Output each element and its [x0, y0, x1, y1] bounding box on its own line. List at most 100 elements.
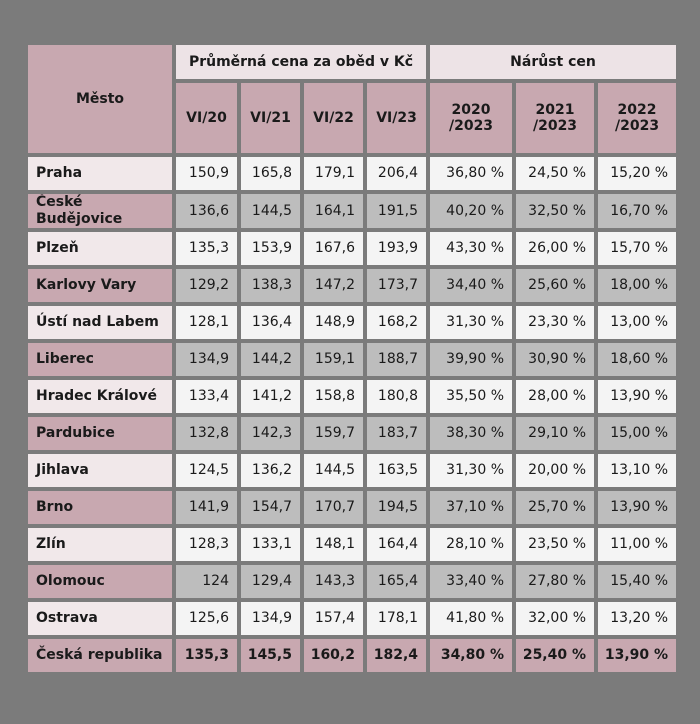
value-cell: 134,9	[241, 602, 300, 635]
value-cell: 25,40 %	[516, 639, 595, 672]
city-cell: Brno	[28, 491, 172, 524]
value-cell: 138,3	[241, 269, 300, 302]
value-cell: 32,00 %	[516, 602, 595, 635]
value-cell: 26,00 %	[516, 232, 595, 265]
value-cell: 178,1	[367, 602, 427, 635]
value-cell: 150,9	[176, 157, 237, 190]
value-cell: 179,1	[304, 157, 363, 190]
value-cell: 142,3	[241, 417, 300, 450]
value-cell: 13,90 %	[598, 639, 677, 672]
price-group-header: Průměrná cena za oběd v Kč	[176, 45, 427, 79]
value-cell: 159,7	[304, 417, 363, 450]
value-cell: 38,30 %	[430, 417, 513, 450]
city-cell: Karlovy Vary	[28, 269, 172, 302]
value-cell: 24,50 %	[516, 157, 595, 190]
value-cell: 35,50 %	[430, 380, 513, 413]
value-cell: 180,8	[367, 380, 427, 413]
value-cell: 164,4	[367, 528, 427, 561]
value-cell: 191,5	[367, 194, 427, 228]
value-cell: 148,1	[304, 528, 363, 561]
table-row: Ústí nad Labem 128,1 136,4 148,9 168,2 31,30 …	[28, 306, 677, 339]
value-cell: 39,90 %	[430, 343, 513, 376]
table-row: Praha 150,9 165,8 179,1 206,4 36,80 % 24,50 % 1…	[28, 157, 677, 190]
value-cell: 13,00 %	[598, 306, 677, 339]
value-cell: 136,6	[176, 194, 237, 228]
city-cell: České Budějovice	[28, 194, 172, 228]
column-header: 2022 /2023	[598, 83, 677, 153]
value-cell: 128,3	[176, 528, 237, 561]
value-cell: 13,10 %	[598, 454, 677, 487]
value-cell: 20,00 %	[516, 454, 595, 487]
city-cell: Ústí nad Labem	[28, 306, 172, 339]
city-cell: Olomouc	[28, 565, 172, 598]
value-cell: 148,9	[304, 306, 363, 339]
column-header: VI/22	[304, 83, 363, 153]
value-cell: 11,00 %	[598, 528, 677, 561]
city-cell: Plzeň	[28, 232, 172, 265]
table-row: Karlovy Vary 129,2 138,3 147,2 173,7 34,40 % 2…	[28, 269, 677, 302]
value-cell: 13,20 %	[598, 602, 677, 635]
value-cell: 29,10 %	[516, 417, 595, 450]
city-cell: Pardubice	[28, 417, 172, 450]
value-cell: 153,9	[241, 232, 300, 265]
table-row: Zlín 128,3 133,1 148,1 164,4 28,10 % 23,50 % 11…	[28, 528, 677, 561]
value-cell: 165,4	[367, 565, 427, 598]
value-cell: 141,2	[241, 380, 300, 413]
table-row: Jihlava 124,5 136,2 144,5 163,5 31,30 % 20,00 …	[28, 454, 677, 487]
column-header: VI/23	[367, 83, 427, 153]
value-cell: 193,9	[367, 232, 427, 265]
value-cell: 129,4	[241, 565, 300, 598]
value-cell: 25,70 %	[516, 491, 595, 524]
value-cell: 28,00 %	[516, 380, 595, 413]
value-cell: 164,1	[304, 194, 363, 228]
value-cell: 173,7	[367, 269, 427, 302]
value-cell: 23,50 %	[516, 528, 595, 561]
value-cell: 188,7	[367, 343, 427, 376]
table-row: Ostrava 125,6 134,9 157,4 178,1 41,80 % 32,00 …	[28, 602, 677, 635]
value-cell: 143,3	[304, 565, 363, 598]
value-cell: 36,80 %	[430, 157, 513, 190]
table-row: Česká republika 135,3 145,5 160,2 182,4 34,80…	[28, 639, 677, 672]
table-row: Brno 141,9 154,7 170,7 194,5 37,10 % 25,70 % 13…	[28, 491, 677, 524]
value-cell: 168,2	[367, 306, 427, 339]
value-cell: 27,80 %	[516, 565, 595, 598]
value-cell: 34,80 %	[430, 639, 513, 672]
value-cell: 129,2	[176, 269, 237, 302]
price-table: Město Průměrná cena za oběd v Kč Nárůst …	[24, 41, 680, 676]
city-cell: Ostrava	[28, 602, 172, 635]
value-cell: 157,4	[304, 602, 363, 635]
value-cell: 132,8	[176, 417, 237, 450]
column-header: VI/20	[176, 83, 237, 153]
value-cell: 30,90 %	[516, 343, 595, 376]
value-cell: 37,10 %	[430, 491, 513, 524]
city-cell: Zlín	[28, 528, 172, 561]
value-cell: 25,60 %	[516, 269, 595, 302]
value-cell: 40,20 %	[430, 194, 513, 228]
table-row: České Budějovice 136,6 144,5 164,1 191,5 40,2…	[28, 194, 677, 228]
growth-group-header: Nárůst cen	[430, 45, 677, 79]
value-cell: 147,2	[304, 269, 363, 302]
value-cell: 16,70 %	[598, 194, 677, 228]
value-cell: 13,90 %	[598, 380, 677, 413]
value-cell: 158,8	[304, 380, 363, 413]
value-cell: 167,6	[304, 232, 363, 265]
value-cell: 13,90 %	[598, 491, 677, 524]
city-cell: Jihlava	[28, 454, 172, 487]
table-row: Hradec Králové 133,4 141,2 158,8 180,8 35,50 …	[28, 380, 677, 413]
value-cell: 182,4	[367, 639, 427, 672]
value-cell: 28,10 %	[430, 528, 513, 561]
value-cell: 15,20 %	[598, 157, 677, 190]
value-cell: 183,7	[367, 417, 427, 450]
value-cell: 41,80 %	[430, 602, 513, 635]
value-cell: 124,5	[176, 454, 237, 487]
value-cell: 206,4	[367, 157, 427, 190]
value-cell: 15,70 %	[598, 232, 677, 265]
value-cell: 34,40 %	[430, 269, 513, 302]
value-cell: 144,5	[241, 194, 300, 228]
value-cell: 136,2	[241, 454, 300, 487]
value-cell: 125,6	[176, 602, 237, 635]
value-cell: 154,7	[241, 491, 300, 524]
value-cell: 135,3	[176, 639, 237, 672]
value-cell: 136,4	[241, 306, 300, 339]
city-cell: Hradec Králové	[28, 380, 172, 413]
